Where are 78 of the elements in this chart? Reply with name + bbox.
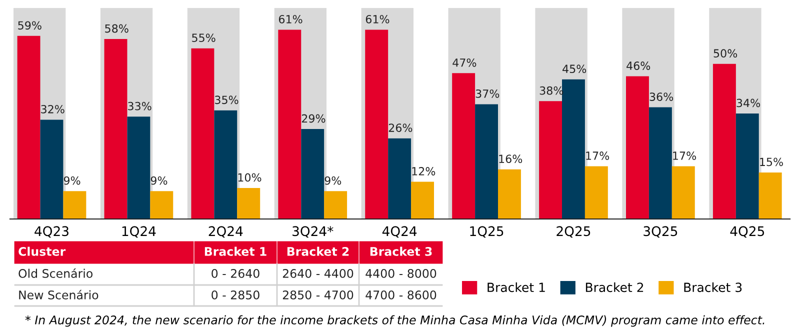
bar [191,48,214,219]
data-label: 34% [736,98,760,108]
text: New Scenário [19,290,98,300]
data-label: 45% [562,64,586,74]
data-label: 17% [673,152,696,160]
data-label: 17% [586,152,610,160]
bar [365,30,388,219]
legend-label: Bracket 1 [488,282,545,292]
text: 4700 - 8600 [366,290,436,300]
bar [452,73,476,219]
data-label: 61% [278,14,302,24]
bar [17,36,40,219]
x-tick-label: 4Q25 [730,226,764,238]
bar [150,191,174,219]
bar [411,182,434,219]
x-tick-label: 2Q25 [556,226,590,238]
data-label: 61% [366,14,390,24]
data-label: 46% [626,62,650,70]
text: 0 - 2850 [212,290,260,300]
bar [539,101,562,219]
bar [40,120,64,219]
text: Bracket 1 [204,246,266,256]
x-tick-label: 3Q25 [644,226,678,238]
bar [237,188,260,219]
data-label: 37% [476,89,500,98]
bar [584,166,608,219]
bar [758,172,782,219]
bar [498,169,521,219]
data-label: 50% [714,49,738,58]
x-tick-label: 1Q24 [122,226,156,238]
bar [475,104,498,219]
data-label: 10% [238,173,262,182]
x-tick-label: 4Q23 [34,226,68,238]
data-label: 9% [150,176,168,185]
data-label: 47% [452,58,476,67]
bar [626,76,649,219]
text: 4400 - 8000 [366,268,436,278]
bar [127,116,150,219]
bar [301,129,324,219]
bar [104,39,128,219]
bar [63,191,86,219]
text: Bracket 2 [287,246,349,256]
data-label: 58% [105,24,128,33]
bar [562,79,585,219]
data-label: 33% [128,102,152,110]
data-label: 59% [18,21,42,30]
text: Bracket 3 [370,246,432,256]
text: Cluster [18,246,66,256]
data-label: 36% [650,92,674,101]
data-label: 15% [760,158,783,166]
data-label: 16% [499,154,522,164]
legend-label: Bracket 2 [586,282,644,292]
data-label: 9% [64,176,80,185]
bar [324,191,348,219]
data-label: 29% [302,114,326,123]
text: Old Scenário [18,268,92,278]
text: 0 - 2640 [212,268,260,278]
data-label: 35% [215,96,238,104]
legend-label: Bracket 3 [684,282,742,292]
bar [214,110,238,219]
bar [648,107,672,219]
text: 2640 - 4400 [282,268,354,278]
text: 2850 - 4700 [282,290,354,300]
bar [672,166,695,219]
bar [712,64,736,219]
x-tick-label: 2Q24 [208,226,243,238]
data-label: 32% [41,104,64,114]
bar [736,114,759,219]
x-tick-label: 1Q25 [470,226,504,238]
x-tick-label: 4Q24 [382,226,417,238]
data-label: 26% [388,124,412,132]
text: * In August 2024, the new scenario for the income brackets of the Minha Casa Minha Vida (MCMV) program came into effect. [25,315,764,327]
data-label: 12% [412,167,436,176]
bar [278,30,302,219]
bar [388,138,412,219]
data-label: 9% [324,176,342,185]
data-label: 55% [192,34,216,42]
x-tick-label: 3Q24* [292,226,334,238]
